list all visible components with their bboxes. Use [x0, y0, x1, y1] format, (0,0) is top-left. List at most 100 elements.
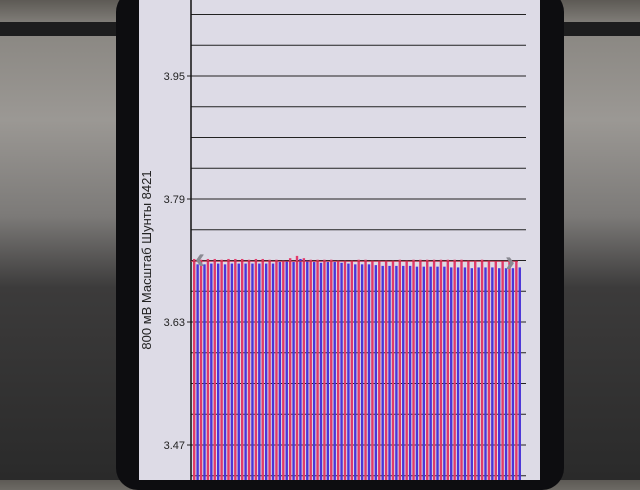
bar-red	[330, 259, 333, 480]
bar-blue	[230, 263, 234, 480]
bar-red	[309, 259, 312, 480]
bar-blue	[402, 265, 405, 480]
bar-red	[453, 259, 456, 480]
y-tick-label: 3.95	[164, 71, 185, 83]
bar-red	[494, 261, 497, 480]
bar-red	[295, 255, 299, 480]
bar-blue	[463, 267, 467, 480]
bar-blue	[223, 264, 227, 480]
bar-blue	[395, 265, 398, 480]
bar-blue	[340, 262, 343, 480]
bar-blue	[470, 268, 473, 480]
bar-red	[398, 259, 402, 480]
bar-red	[193, 258, 196, 480]
bar-blue	[374, 265, 378, 480]
bar-blue	[216, 263, 220, 480]
bar-blue	[251, 263, 254, 480]
bar-red	[323, 259, 326, 480]
bar-red	[391, 260, 395, 480]
bar-red	[227, 258, 230, 480]
bar-blue	[518, 267, 521, 480]
y-tick-label: 3.47	[164, 440, 185, 452]
bar-red	[268, 259, 271, 480]
chart-screen: 800 мВ Масштаб Шунты 8421 3.47 3.63 3.79 3.…	[139, 0, 540, 480]
bar-red	[275, 259, 278, 480]
bar-blue	[237, 263, 240, 480]
bar-blue	[484, 267, 487, 480]
y-tick-label: 3.63	[164, 317, 185, 329]
bar-red	[247, 259, 251, 480]
bar-red	[474, 260, 477, 480]
bar-red	[480, 259, 484, 480]
bar-blue	[278, 262, 282, 480]
bar-blue	[203, 264, 206, 480]
bar-red	[364, 259, 367, 480]
bar-red	[350, 260, 354, 480]
bar-red	[515, 261, 518, 480]
bar-red	[316, 259, 319, 480]
bar-blue	[299, 258, 302, 480]
bar-blue	[422, 266, 426, 480]
bar-blue	[367, 264, 371, 480]
bar-blue	[347, 263, 350, 480]
bar-chart: 3.47 3.63 3.79 3.95	[164, 0, 526, 480]
bar-red	[467, 260, 470, 480]
bar-red	[432, 259, 436, 480]
bar-blue	[326, 262, 330, 480]
bar-red	[426, 259, 429, 480]
bar-blue	[292, 262, 295, 480]
bar-red	[419, 259, 422, 480]
bar-red	[384, 260, 388, 480]
bar-red	[336, 260, 340, 480]
bar-red	[261, 258, 264, 480]
bar-red	[240, 258, 244, 480]
bar-blue	[210, 263, 213, 480]
bar-blue	[415, 266, 419, 480]
bar-red	[412, 259, 415, 480]
bar-red	[343, 260, 347, 480]
bar-blue	[244, 263, 247, 480]
bar-blue	[360, 264, 364, 480]
bar-blue	[456, 267, 460, 480]
bar-red	[220, 259, 223, 480]
bar-blue	[388, 265, 391, 480]
bar-blue	[258, 263, 261, 480]
bar-red	[357, 259, 360, 480]
bar-red	[446, 259, 450, 480]
bar-red	[378, 260, 381, 480]
bar-red	[234, 258, 237, 480]
bar-blue	[312, 262, 316, 480]
bar-blue	[498, 268, 501, 480]
bar-red	[371, 260, 374, 480]
bar-blue	[381, 265, 384, 480]
bar-blue	[504, 268, 508, 480]
bar-red	[288, 258, 292, 480]
chevron-right-icon[interactable]: ›	[505, 245, 515, 278]
bar-red	[460, 259, 463, 480]
bar-blue	[333, 262, 336, 480]
bar-red	[302, 258, 306, 480]
bar-red	[199, 259, 203, 480]
bar-blue	[511, 268, 515, 480]
bar-blue	[443, 266, 446, 480]
bar-red	[487, 260, 491, 480]
bar-red	[282, 260, 285, 480]
bar-blue	[354, 264, 357, 480]
bar-red	[254, 258, 258, 480]
y-tick-label: 3.79	[164, 194, 185, 206]
bar-red	[508, 261, 511, 480]
bar-red	[213, 258, 216, 480]
bar-red	[206, 258, 210, 480]
bar-blue	[271, 263, 275, 480]
bar-blue	[491, 267, 494, 480]
bar-blue	[477, 267, 480, 480]
bar-blue	[306, 260, 309, 480]
chevron-left-icon[interactable]: ‹	[195, 242, 205, 275]
bar-blue	[436, 266, 439, 480]
bar-blue	[319, 262, 323, 480]
bar-blue	[285, 261, 288, 480]
bar-blue	[264, 263, 268, 480]
bar-blue	[429, 266, 432, 480]
bar-red	[501, 261, 504, 480]
bar-blue	[450, 267, 453, 480]
